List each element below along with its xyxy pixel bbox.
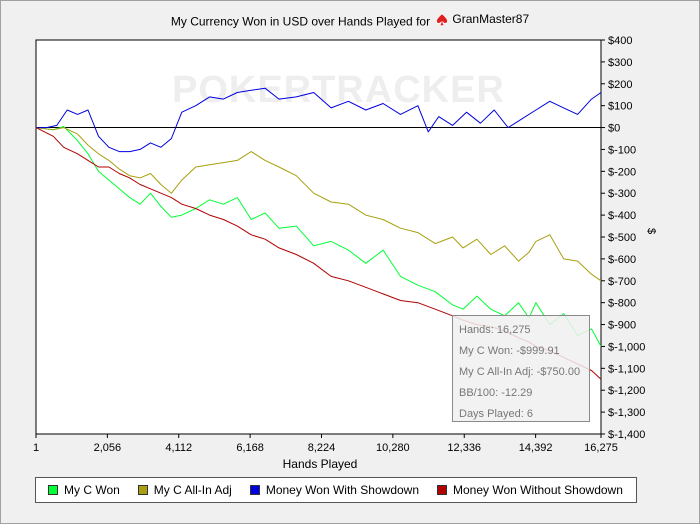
legend-item-my-c-won[interactable]: My C Won [48, 483, 120, 497]
y-tick-label: $-900 [608, 320, 636, 332]
series-line-1 [35, 127, 602, 282]
x-tick-label: 16,275 [584, 442, 618, 454]
tooltip-my-c-allin: My C All-In Adj: -$750.00 [459, 366, 581, 378]
legend-swatch-showdown [249, 485, 260, 495]
legend-label-showdown: Money Won With Showdown [265, 483, 420, 497]
chart-title-text: My Currency Won in USD over Hands Played… [170, 14, 431, 29]
legend-swatch-non-showdown [437, 485, 448, 495]
series-line-0 [35, 126, 602, 347]
spade-icon [436, 12, 449, 26]
x-tick-label: 14,392 [519, 442, 553, 454]
tooltip-bb100: BB/100: -12.29 [459, 387, 533, 399]
legend: My C Won My C All-In Adj Money Won With … [35, 477, 637, 503]
hover-tooltip: Hands: 16,275 My C Won: -$999.91 My C Al… [452, 315, 590, 422]
x-tick-label: 10,280 [376, 442, 410, 454]
legend-label-non-showdown: Money Won Without Showdown [453, 483, 623, 497]
y-tick-label: $-1,000 [608, 341, 645, 353]
x-tick-label: 12,336 [447, 442, 481, 454]
legend-label-my-c-allin-adj: My C All-In Adj [153, 483, 232, 497]
legend-item-my-c-allin-adj[interactable]: My C All-In Adj [137, 483, 232, 497]
y-axis-label: $ [645, 228, 657, 235]
legend-swatch-my-c-allin-adj [137, 485, 148, 495]
tooltip-my-c-won: My C Won: -$999.91 [459, 345, 560, 357]
series-line-2 [36, 87, 602, 153]
x-tick-label: 2,056 [94, 442, 122, 454]
y-axis: $400 $300 $200 $100 $0 $-100 $-200 $-300 $-400 $-… [601, 35, 645, 441]
y-tick-label: $-1,100 [608, 363, 645, 375]
username: GranMaster87 [452, 12, 530, 26]
legend-item-non-showdown[interactable]: Money Won Without Showdown [437, 483, 623, 497]
y-tick-label: $-700 [608, 276, 636, 288]
y-tick-label: $400 [608, 35, 632, 47]
y-tick-label: $-400 [608, 210, 636, 222]
watermark: POKERTRACKER [172, 69, 505, 111]
legend-label-my-c-won: My C Won [64, 483, 120, 497]
x-axis: 1 2,056 4,112 6,168 8,224 10,280 12,336 14,392 1… [33, 434, 618, 454]
y-tick-label: $-200 [608, 166, 636, 178]
y-tick-label: $-800 [608, 298, 636, 310]
x-tick-label: 1 [33, 442, 39, 454]
tooltip-days-played: Days Played: 6 [459, 408, 533, 420]
y-tick-label: $200 [608, 79, 632, 91]
y-tick-label: $300 [608, 57, 632, 69]
y-tick-label: $0 [608, 123, 620, 135]
y-tick-label: $100 [608, 101, 632, 113]
x-axis-label: Hands Played [282, 457, 358, 471]
y-tick-label: $-1,200 [608, 385, 645, 397]
y-tick-label: $-500 [608, 232, 636, 244]
y-tick-label: $-1,300 [608, 407, 645, 419]
x-tick-label: 4,112 [165, 442, 192, 454]
legend-swatch-my-c-won [48, 485, 58, 495]
y-tick-label: $-100 [608, 144, 636, 156]
tooltip-hands: Hands: 16,275 [459, 324, 531, 336]
x-tick-label: 8,224 [308, 442, 336, 454]
chart-title: My Currency Won in USD over Hands Played… [0, 12, 700, 29]
y-tick-label: $-600 [608, 254, 636, 266]
x-tick-label: 6,168 [236, 442, 264, 454]
legend-item-showdown[interactable]: Money Won With Showdown [249, 483, 420, 497]
y-tick-label: $-300 [608, 188, 636, 200]
y-tick-label: $-1,400 [608, 429, 645, 441]
